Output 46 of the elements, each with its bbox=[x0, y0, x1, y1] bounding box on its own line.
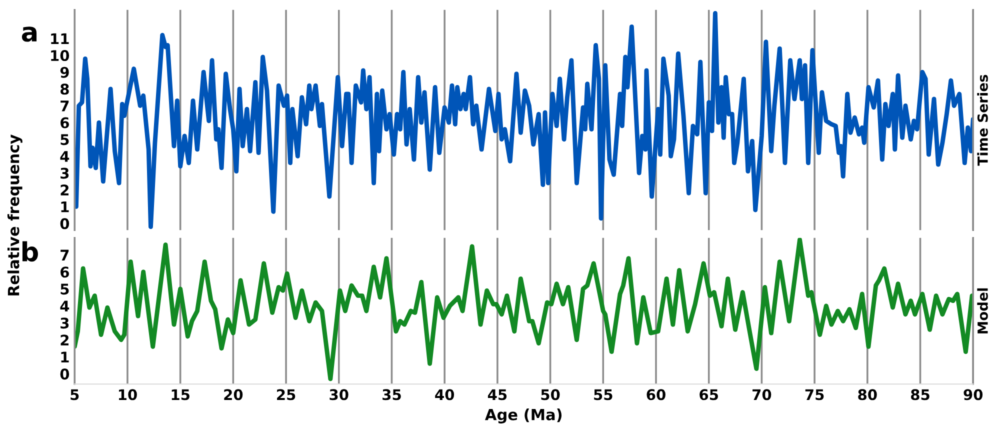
y-tick-label: 6 bbox=[60, 117, 69, 128]
y-tick-label: 1 bbox=[61, 352, 69, 362]
text: a bbox=[22, 26, 37, 42]
y2-axis-title: Model bbox=[977, 288, 988, 334]
x-tick-label: 40 bbox=[435, 389, 454, 400]
y-tick-label: 0 bbox=[60, 368, 70, 380]
y-tick-label: 11 bbox=[51, 33, 69, 44]
y-tick-label: 5 bbox=[60, 284, 69, 295]
text: b bbox=[22, 241, 38, 262]
x-tick-label: 15 bbox=[172, 389, 190, 400]
y-tick-label: 5 bbox=[60, 134, 69, 146]
x-tick-label: 35 bbox=[382, 389, 401, 400]
y-tick-label: 9 bbox=[60, 66, 69, 78]
x-tick-label: 90 bbox=[964, 389, 983, 400]
x-tick-label: 70 bbox=[752, 389, 772, 400]
y-tick-label: 3 bbox=[60, 318, 69, 329]
y-tick-label: 2 bbox=[60, 184, 68, 196]
x-tick-label: 10 bbox=[118, 389, 137, 400]
y-axis-title: Relative frequency bbox=[7, 134, 22, 296]
line-series bbox=[74, 11, 974, 230]
x-tick-label: 5 bbox=[70, 389, 79, 400]
x-tick-label: 50 bbox=[541, 389, 560, 400]
x-tick-label: 60 bbox=[646, 389, 666, 400]
x-tick-label: 75 bbox=[805, 389, 824, 400]
x-tick-label: 80 bbox=[858, 389, 877, 400]
x-tick-label: 65 bbox=[700, 389, 718, 400]
line-series bbox=[74, 238, 974, 382]
y-tick-label: 4 bbox=[60, 151, 70, 162]
y-tick-label: 7 bbox=[60, 100, 69, 112]
x-tick-label: 55 bbox=[594, 389, 612, 400]
x-tick-label: 30 bbox=[330, 389, 348, 400]
y-tick-label: 3 bbox=[60, 168, 69, 179]
y-tick-label: 7 bbox=[60, 250, 69, 260]
y-tick-label: 6 bbox=[60, 266, 69, 278]
x-axis-title: Age (Ma) bbox=[484, 408, 562, 424]
x-tick-label: 85 bbox=[911, 389, 930, 400]
y2-axis-title: Time Series bbox=[977, 74, 988, 166]
y-tick-label: 0 bbox=[60, 218, 70, 230]
y-tick-label: 10 bbox=[51, 50, 70, 62]
x-tick-label: 20 bbox=[224, 389, 243, 400]
y-tick-label: 8 bbox=[60, 84, 69, 95]
x-tick-label: 45 bbox=[488, 389, 507, 400]
y-tick-label: 4 bbox=[60, 300, 70, 312]
y-tick-label: 1 bbox=[61, 202, 69, 212]
x-tick-label: 25 bbox=[277, 389, 296, 400]
y-tick-label: 2 bbox=[60, 334, 68, 346]
